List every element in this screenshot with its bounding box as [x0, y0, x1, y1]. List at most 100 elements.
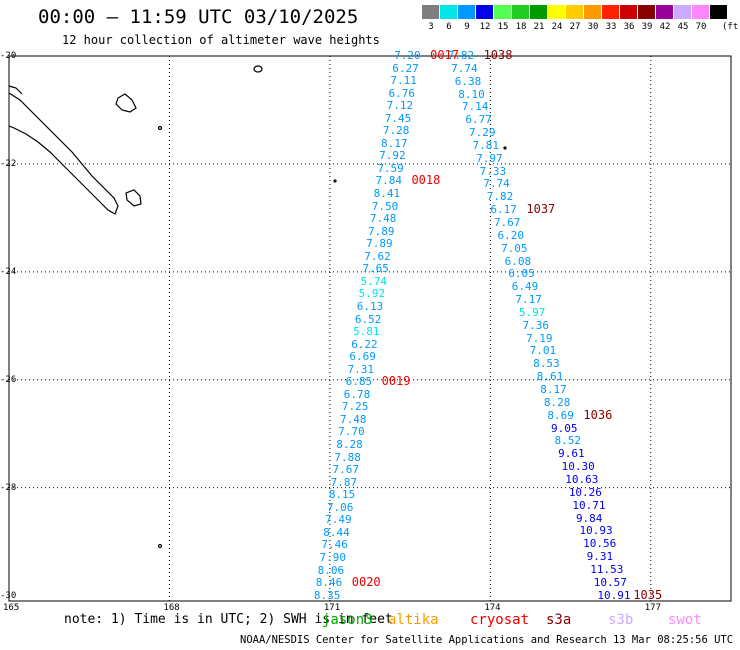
wave-height-value: 9.61: [558, 447, 585, 461]
wave-height-value: 10.30: [561, 460, 595, 474]
wave-height-value: 7.50: [371, 199, 399, 213]
wave-height-value: 8.28: [543, 395, 571, 409]
colorbar-label: 45: [677, 22, 689, 32]
wave-height-value: 6.17: [490, 203, 517, 217]
legend-swot: swot: [668, 612, 702, 628]
wave-height-value: 8.52: [554, 434, 582, 448]
wave-height-value: 10.71: [572, 498, 606, 512]
colorbar-swatch: [656, 5, 673, 19]
colorbar-label: 42: [659, 22, 671, 32]
wave-height-value: 6.27: [392, 61, 419, 75]
wave-height-value: 7.05: [501, 241, 528, 255]
wave-height-value: 7.49: [325, 513, 352, 527]
wave-height-value: 7.36: [522, 318, 549, 332]
colorbar-swatch: [674, 5, 691, 19]
wave-height-value: 7.19: [526, 331, 553, 345]
wave-height-value: 8.61: [536, 370, 564, 384]
wave-height-value: 8.28: [336, 438, 363, 452]
colorbar-label: 70: [695, 22, 707, 32]
wave-height-value: 7.84: [375, 174, 402, 188]
pass-time-label: 0020: [351, 575, 381, 590]
wave-height-value: 6.77: [465, 113, 492, 127]
wave-height-value: 9.31: [586, 550, 614, 564]
wave-height-value: 6.08: [504, 254, 532, 268]
colorbar-swatch: [710, 5, 727, 19]
colorbar-label: 9: [464, 22, 470, 32]
wave-height-value: 7.48: [340, 412, 367, 426]
colorbar-label: 39: [641, 22, 653, 32]
new-caledonia-coastline: [8, 65, 507, 549]
colorbar-label: 18: [515, 22, 527, 32]
colorbar-swatch: [620, 5, 637, 19]
wave-height-value: 10.91: [597, 588, 631, 602]
colorbar-unit: (ft): [722, 22, 740, 32]
wave-height-value: 5.92: [358, 287, 386, 301]
map-frame: [8, 55, 732, 602]
wave-height-value: 8.41: [373, 187, 401, 201]
wave-height-value: 7.97: [476, 151, 503, 165]
legend-s3a: s3a: [546, 612, 572, 628]
colorbar-label: 27: [569, 22, 581, 32]
wave-height-value: 6.20: [497, 228, 525, 242]
wave-height-value: 6.85: [345, 375, 373, 389]
wave-height-value: 5.97: [518, 305, 546, 319]
colorbar-swatch: [422, 5, 439, 19]
latitude-label: -26: [0, 374, 17, 385]
wave-height-value: 6.22: [351, 337, 378, 351]
colorbar-label: 33: [605, 22, 617, 32]
wave-height-value: 7.62: [364, 249, 391, 263]
pass-time-label: 1035: [633, 587, 663, 602]
wave-height-value: 7.45: [384, 111, 412, 125]
colorbar-swatch: [440, 5, 457, 19]
colorbar-swatch: [512, 5, 529, 19]
wave-height-value: 6.69: [349, 350, 376, 364]
colorbar-label: 36: [623, 22, 635, 32]
wave-height-value: 7.48: [369, 212, 397, 226]
colorbar-swatch: [476, 5, 493, 19]
pass-time-label: 0017: [430, 48, 460, 62]
colorbar-label: 6: [446, 22, 452, 32]
map-title: 00:00 – 11:59 UTC 03/10/2025: [38, 6, 359, 28]
colorbar-swatch: [548, 5, 565, 19]
wave-height-value: 9.05: [550, 421, 578, 435]
wave-height-value: 6.49: [511, 280, 539, 294]
colorbar-label: 12: [479, 22, 491, 32]
latitude-label: -24: [0, 266, 17, 277]
legend-altika: altika: [388, 612, 439, 628]
longitude-label: 165: [3, 603, 20, 613]
latitude-label: -22: [0, 158, 17, 169]
wave-height-value: 8.17: [540, 383, 567, 397]
wave-height-value: 7.82: [447, 49, 475, 62]
longitude-label: 171: [323, 603, 341, 613]
legend-s3b: s3b: [608, 612, 634, 628]
colorbar-swatch: [638, 5, 655, 19]
wave-height-value: 6.38: [454, 74, 482, 88]
longitude-label: 168: [163, 603, 180, 613]
wave-height-value: 7.67: [332, 463, 360, 477]
wave-height-value: 10.63: [565, 472, 599, 486]
wave-height-value: 7.70: [338, 425, 365, 439]
colorbar-label: 3: [428, 22, 434, 32]
wave-height-value: 8.44: [323, 525, 350, 539]
wave-height-value: 7.74: [451, 61, 478, 75]
wave-height-value: 7.33: [479, 164, 507, 178]
wave-height-value: 7.11: [390, 74, 417, 88]
wave-height-value: 7.25: [341, 400, 369, 414]
colorbar-label: 24: [551, 22, 563, 32]
wave-height-value: 7.12: [386, 99, 414, 113]
wave-height-value: 7.92: [379, 149, 406, 163]
wave-height-value: 8.10: [458, 87, 485, 101]
wave-height-value: 10.57: [593, 575, 627, 589]
wave-height-value: 7.17: [515, 293, 542, 307]
longitude-label: 177: [644, 603, 662, 613]
wave-height-value: 7.06: [326, 500, 354, 514]
colorbar-label: 21: [533, 22, 545, 32]
wave-height-value: 5.74: [360, 274, 388, 288]
wave-height-value: 9.84: [575, 511, 603, 525]
pass-time-label: 1038: [483, 48, 513, 62]
colorbar-swatch: [692, 5, 709, 19]
map-subtitle: 12 hour collection of altimeter wave hei…: [62, 33, 380, 47]
wave-height-value: 7.65: [362, 262, 389, 276]
colorbar-label: 15: [497, 22, 509, 32]
